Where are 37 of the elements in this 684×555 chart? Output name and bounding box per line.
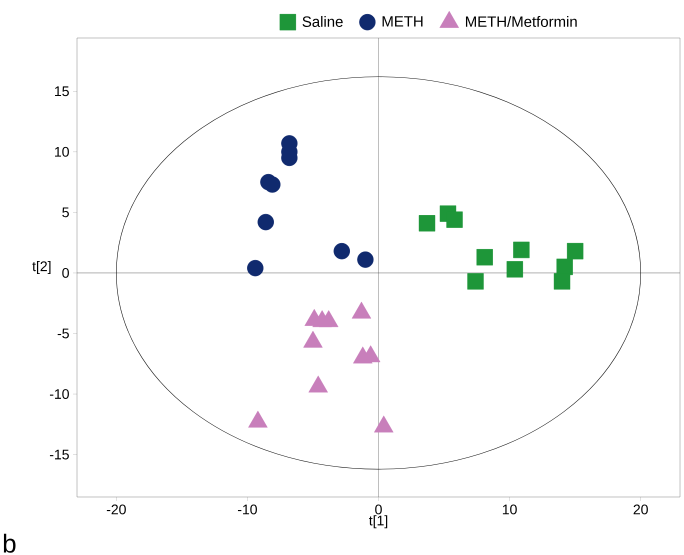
- point: [352, 302, 372, 319]
- y-tick-label: -15: [50, 450, 69, 460]
- point: [357, 251, 374, 268]
- x-tick-label: 20: [634, 504, 648, 514]
- point: [334, 242, 350, 260]
- y-tick-label: 15: [55, 86, 69, 96]
- point: [318, 310, 338, 328]
- point: [248, 410, 268, 428]
- point: [418, 215, 436, 232]
- y-tick-label: 10: [55, 146, 69, 157]
- x-tick-label: -20: [106, 504, 126, 514]
- point: [303, 330, 323, 348]
- text: b: [4, 534, 16, 553]
- y-tick-label: 0: [62, 268, 69, 278]
- point: [513, 242, 530, 258]
- y-tick-label: -10: [50, 389, 69, 399]
- point: [374, 416, 394, 432]
- point: [506, 261, 524, 278]
- x-axis-title: t[1]: [369, 515, 388, 528]
- point: [247, 260, 264, 276]
- point: [258, 214, 274, 230]
- x-tick-label: 10: [502, 504, 517, 514]
- y-tick-label: 5: [62, 208, 69, 218]
- legend-label: METH/Metformin: [466, 16, 577, 27]
- x-tick-label: -10: [238, 504, 257, 514]
- point: [446, 211, 463, 228]
- point: [308, 376, 328, 392]
- y-tick-label: -5: [58, 328, 69, 338]
- point: [554, 273, 570, 290]
- legend-label: Saline: [302, 16, 343, 27]
- x-tick-label: 0: [375, 504, 382, 514]
- legend-label: METH: [382, 16, 422, 27]
- point: [476, 249, 493, 266]
- point: [264, 176, 281, 193]
- point: [467, 273, 484, 290]
- y-axis-title: t[2]: [32, 260, 50, 274]
- point: [566, 242, 584, 260]
